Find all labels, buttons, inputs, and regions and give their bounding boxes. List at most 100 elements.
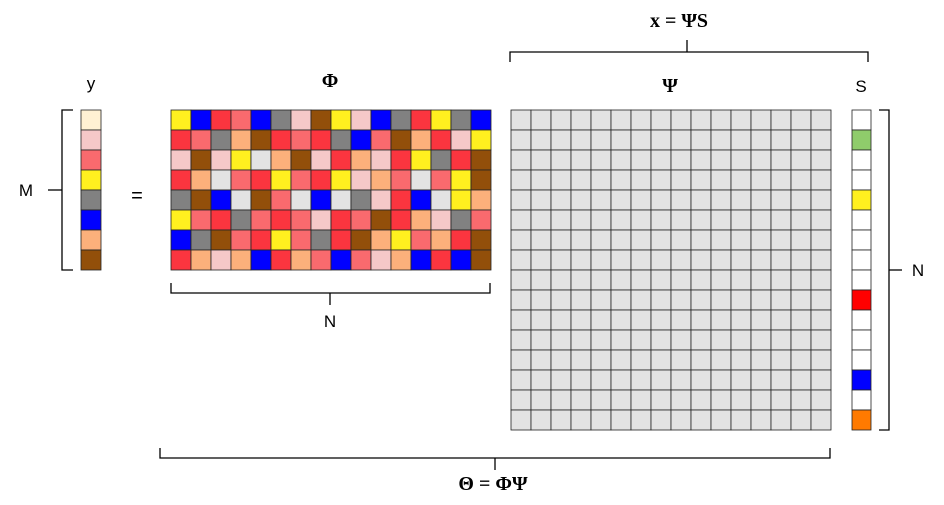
phi-cell	[290, 149, 312, 171]
psi-cell	[710, 329, 732, 351]
psi-cell	[650, 349, 672, 371]
psi-cell	[790, 309, 812, 331]
psi-cell	[710, 349, 732, 371]
phi-cell	[450, 149, 472, 171]
psi-cell	[630, 369, 652, 391]
psi-cell	[710, 109, 732, 131]
psi-cell	[790, 329, 812, 351]
phi-cell	[410, 229, 432, 251]
psi-cell	[750, 209, 772, 231]
psi-cell	[550, 209, 572, 231]
psi-cell	[750, 289, 772, 311]
psi-cell	[510, 369, 532, 391]
psi-cell	[670, 389, 692, 411]
phi-cell	[390, 109, 412, 131]
psi-cell	[530, 149, 552, 171]
phi-cell	[170, 169, 192, 191]
psi-cell	[610, 269, 632, 291]
s-cell	[851, 309, 872, 331]
phi-cell	[350, 189, 372, 211]
s-cell	[851, 329, 872, 351]
psi-cell	[610, 169, 632, 191]
phi-cell	[470, 249, 492, 271]
phi-cell	[410, 129, 432, 151]
phi-cell	[450, 189, 472, 211]
x-equation: x = ΨS	[650, 10, 708, 32]
psi-cell	[690, 229, 712, 251]
psi-cell	[610, 309, 632, 331]
psi-cell	[590, 229, 612, 251]
phi-cell	[370, 209, 392, 231]
psi-cell	[690, 329, 712, 351]
psi-cell	[790, 229, 812, 251]
phi-cell	[290, 129, 312, 151]
y-cell	[80, 229, 102, 251]
psi-cell	[590, 209, 612, 231]
psi-cell	[730, 269, 752, 291]
psi-cell	[550, 129, 572, 151]
theta-bracket	[159, 448, 831, 459]
psi-cell	[570, 209, 592, 231]
psi-cell	[510, 229, 532, 251]
psi-cell	[630, 109, 652, 131]
psi-cell	[810, 349, 832, 371]
psi-cell	[670, 109, 692, 131]
psi-cell	[530, 349, 552, 371]
psi-cell	[710, 169, 732, 191]
psi-cell	[790, 249, 812, 271]
psi-cell	[630, 289, 652, 311]
psi-cell	[770, 409, 792, 431]
psi-cell	[670, 229, 692, 251]
phi-cell	[470, 209, 492, 231]
phi-cell	[430, 189, 452, 211]
phi-cell	[410, 249, 432, 271]
psi-cell	[690, 109, 712, 131]
psi-cell	[750, 109, 772, 131]
psi-cell	[570, 309, 592, 331]
psi-cell	[610, 349, 632, 371]
psi-cell	[810, 309, 832, 331]
psi-cell	[790, 209, 812, 231]
psi-cell	[790, 269, 812, 291]
psi-cell	[790, 149, 812, 171]
psi-cell	[690, 309, 712, 331]
s-cell	[851, 169, 872, 191]
psi-cell	[590, 109, 612, 131]
psi-cell	[550, 269, 572, 291]
n-bracket-right	[879, 109, 890, 431]
phi-cell	[350, 229, 372, 251]
psi-cell	[770, 289, 792, 311]
psi-cell	[590, 289, 612, 311]
psi-cell	[550, 249, 572, 271]
psi-cell	[670, 149, 692, 171]
psi-cell	[510, 149, 532, 171]
psi-cell	[550, 309, 572, 331]
psi-cell	[530, 169, 552, 191]
s-cell	[851, 249, 872, 271]
phi-cell	[330, 209, 352, 231]
phi-cell	[250, 149, 272, 171]
phi-cell	[410, 209, 432, 231]
phi-cell	[250, 249, 272, 271]
psi-cell	[650, 229, 672, 251]
psi-cell	[690, 209, 712, 231]
phi-cell	[230, 149, 252, 171]
phi-cell	[170, 209, 192, 231]
psi-cell	[790, 389, 812, 411]
psi-cell	[670, 349, 692, 371]
psi-cell	[590, 149, 612, 171]
phi-cell	[430, 249, 452, 271]
phi-cell	[270, 189, 292, 211]
psi-cell	[550, 329, 572, 351]
n-label-bottom: N	[324, 312, 336, 331]
psi-cell	[550, 369, 572, 391]
psi-cell	[670, 309, 692, 331]
psi-cell	[630, 169, 652, 191]
psi-cell	[650, 189, 672, 211]
phi-cell	[450, 229, 472, 251]
psi-cell	[510, 309, 532, 331]
psi-cell	[670, 129, 692, 151]
psi-cell	[670, 189, 692, 211]
phi-cell	[170, 229, 192, 251]
psi-cell	[610, 289, 632, 311]
